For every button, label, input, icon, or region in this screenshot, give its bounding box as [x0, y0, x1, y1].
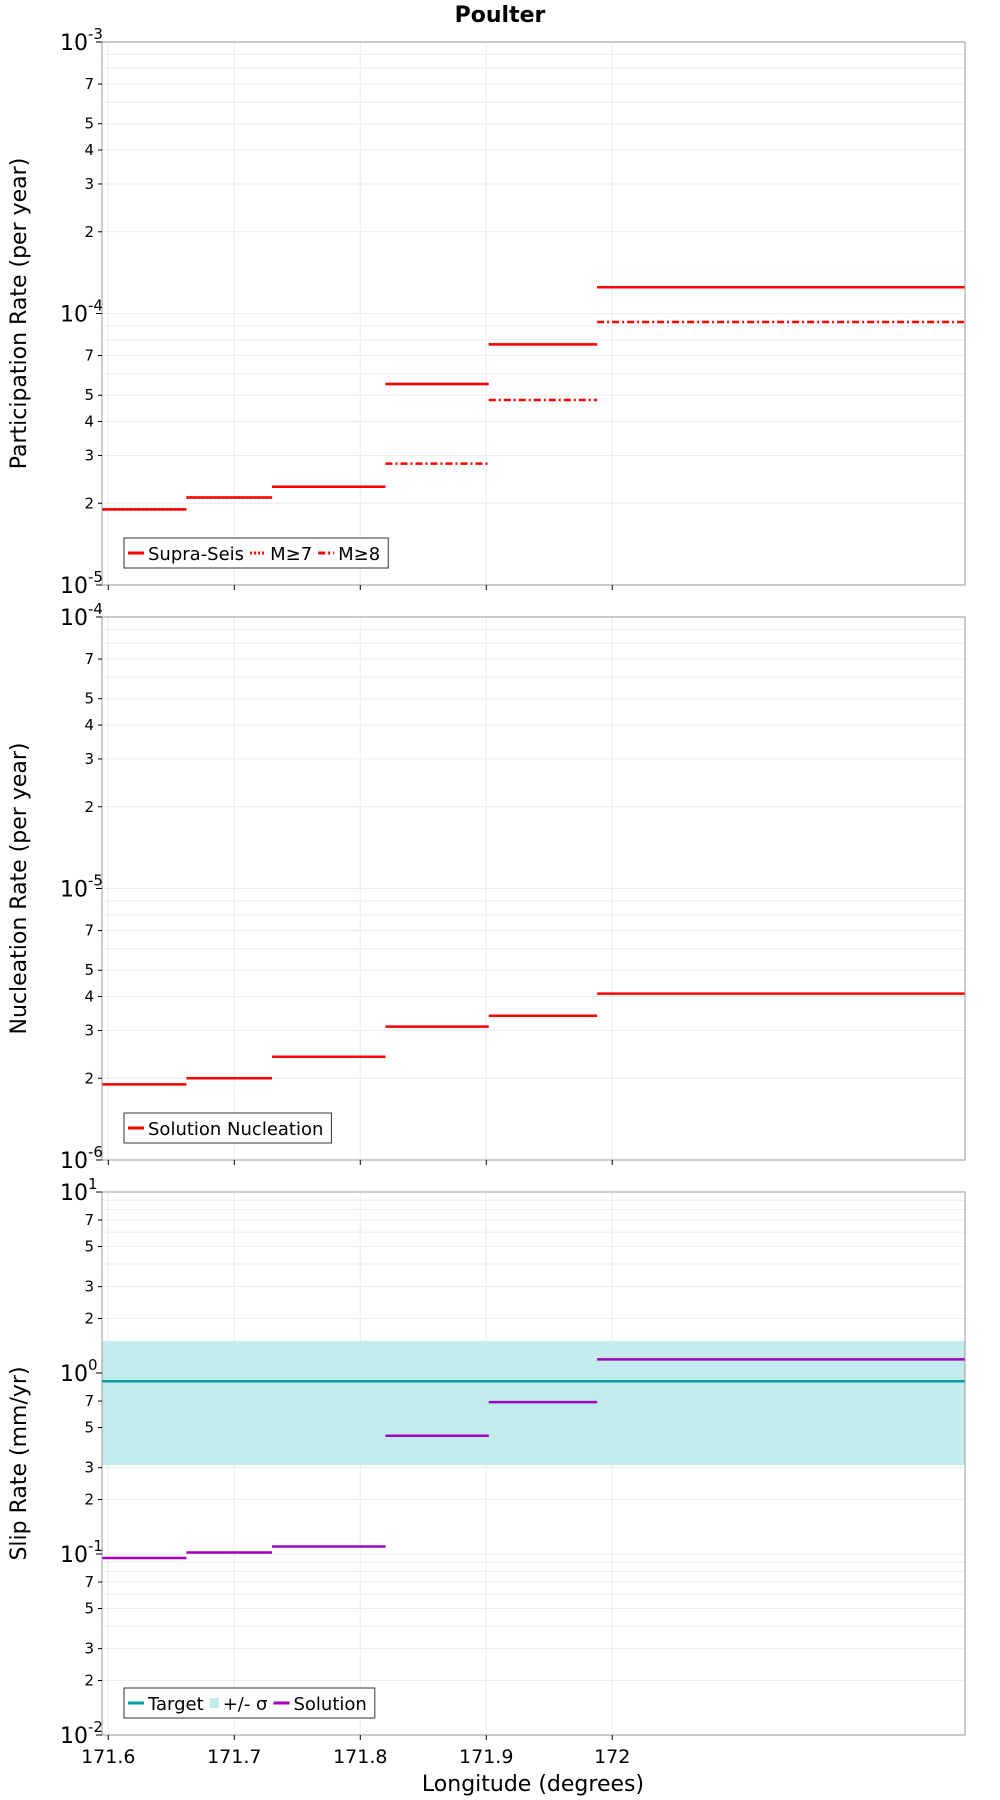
y-tick-label: 10: [60, 31, 88, 56]
y-minor-tick-label: 5: [84, 690, 94, 708]
y-tick-label: 10: [60, 1149, 88, 1174]
y-tick-label: 10: [60, 1181, 88, 1206]
y-minor-tick-label: 3: [84, 1640, 94, 1658]
legend-swatch: [209, 1698, 219, 1708]
y-minor-tick-label: 2: [84, 223, 94, 241]
y-tick-exponent: -4: [88, 297, 103, 315]
y-minor-tick-label: 3: [84, 750, 94, 768]
y-tick-exponent: -4: [88, 600, 103, 618]
legend-box: [123, 537, 389, 569]
y-minor-tick-label: 2: [84, 798, 94, 816]
legend: Target +/- σ Solution: [123, 1687, 376, 1719]
y-minor-tick-label: 4: [84, 716, 94, 734]
y-minor-tick-label: 5: [84, 115, 94, 133]
y-minor-tick-label: 2: [84, 1310, 94, 1328]
y-tick-base: 10: [60, 1724, 88, 1749]
y-tick-exponent: -2: [88, 1718, 103, 1736]
y-minor-tick-label: 3: [84, 1021, 94, 1039]
y-minor-tick-label: 7: [84, 1573, 94, 1591]
y-minor-tick-label: 5: [84, 1418, 94, 1436]
y-axis-label: Nucleation Rate (per year): [7, 743, 32, 1035]
legend: Supra-Seis M≥7 M≥8: [123, 537, 389, 569]
x-tick-label: 171.6: [81, 1746, 135, 1768]
legend-entry-label: +/- σ: [223, 1694, 268, 1715]
legend: Solution Nucleation: [123, 1112, 332, 1144]
y-tick-label: 10: [60, 1543, 88, 1568]
x-axis-label: Longitude (degrees): [422, 1772, 644, 1797]
y-tick-label: 10: [60, 606, 88, 631]
y-tick-label: 10: [60, 1362, 88, 1387]
y-tick-exponent: -3: [88, 25, 103, 43]
y-minor-tick-label: 7: [84, 347, 94, 365]
y-tick-base: 10: [60, 878, 88, 903]
legend-entry-label: Supra-Seis: [148, 544, 244, 565]
y-minor-tick-label: 7: [84, 1392, 94, 1410]
legend-entry-label: Solution Nucleation: [148, 1119, 323, 1140]
y-tick-exponent: -5: [88, 568, 103, 586]
legend-box: [123, 1687, 376, 1719]
y-tick-exponent: 0: [88, 1356, 98, 1374]
legend-entry-label: M≥8: [338, 544, 380, 565]
legend-entry-label: Solution: [293, 1694, 366, 1715]
y-tick-base: 10: [60, 303, 88, 328]
y-minor-tick-label: 2: [84, 1672, 94, 1690]
y-tick-base: 10: [60, 1149, 88, 1174]
y-minor-tick-label: 3: [84, 1278, 94, 1296]
y-minor-tick-label: 2: [84, 1491, 94, 1509]
y-minor-tick-label: 7: [84, 75, 94, 93]
y-axis-label: Slip Rate (mm/yr): [7, 1366, 32, 1560]
legend-box: [123, 1112, 332, 1144]
y-minor-tick-label: 5: [84, 1599, 94, 1617]
y-tick-base: 10: [60, 1362, 88, 1387]
y-tick-label: 10: [60, 574, 88, 599]
y-minor-tick-label: 3: [84, 446, 94, 464]
legend-entry-label: Target: [147, 1694, 204, 1715]
y-tick-label: 10: [60, 878, 88, 903]
y-minor-tick-label: 7: [84, 650, 94, 668]
y-tick-label: 10: [60, 1724, 88, 1749]
x-tick-label: 171.7: [207, 1746, 261, 1768]
y-minor-tick-label: 5: [84, 1237, 94, 1255]
y-tick-exponent: -6: [88, 1143, 103, 1161]
y-tick-exponent: 1: [88, 1175, 98, 1193]
y-tick-base: 10: [60, 1543, 88, 1568]
x-tick-label: 172: [594, 1746, 630, 1768]
y-tick-base: 10: [60, 606, 88, 631]
x-tick-label: 171.9: [459, 1746, 513, 1768]
y-minor-tick-label: 2: [84, 1069, 94, 1087]
y-minor-tick-label: 3: [84, 175, 94, 193]
legend-entry-label: M≥7: [270, 544, 312, 565]
y-tick-base: 10: [60, 574, 88, 599]
y-tick-base: 10: [60, 31, 88, 56]
y-tick-exponent: -5: [88, 872, 103, 890]
y-tick-label: 10: [60, 303, 88, 328]
y-minor-tick-label: 3: [84, 1459, 94, 1477]
y-minor-tick-label: 7: [84, 922, 94, 940]
plot-frame: [101, 1191, 966, 1736]
y-minor-tick-label: 4: [84, 413, 94, 431]
y-tick-exponent: -1: [88, 1537, 103, 1555]
x-tick-label: 171.8: [333, 1746, 387, 1768]
y-minor-tick-label: 5: [84, 961, 94, 979]
y-minor-tick-label: 2: [84, 494, 94, 512]
chart-title: Poulter: [455, 3, 546, 28]
y-minor-tick-label: 7: [84, 1211, 94, 1229]
y-minor-tick-label: 5: [84, 386, 94, 404]
y-axis-label: Participation Rate (per year): [7, 158, 32, 470]
y-minor-tick-label: 4: [84, 988, 94, 1006]
y-tick-base: 10: [60, 1181, 88, 1206]
y-minor-tick-label: 4: [84, 141, 94, 159]
